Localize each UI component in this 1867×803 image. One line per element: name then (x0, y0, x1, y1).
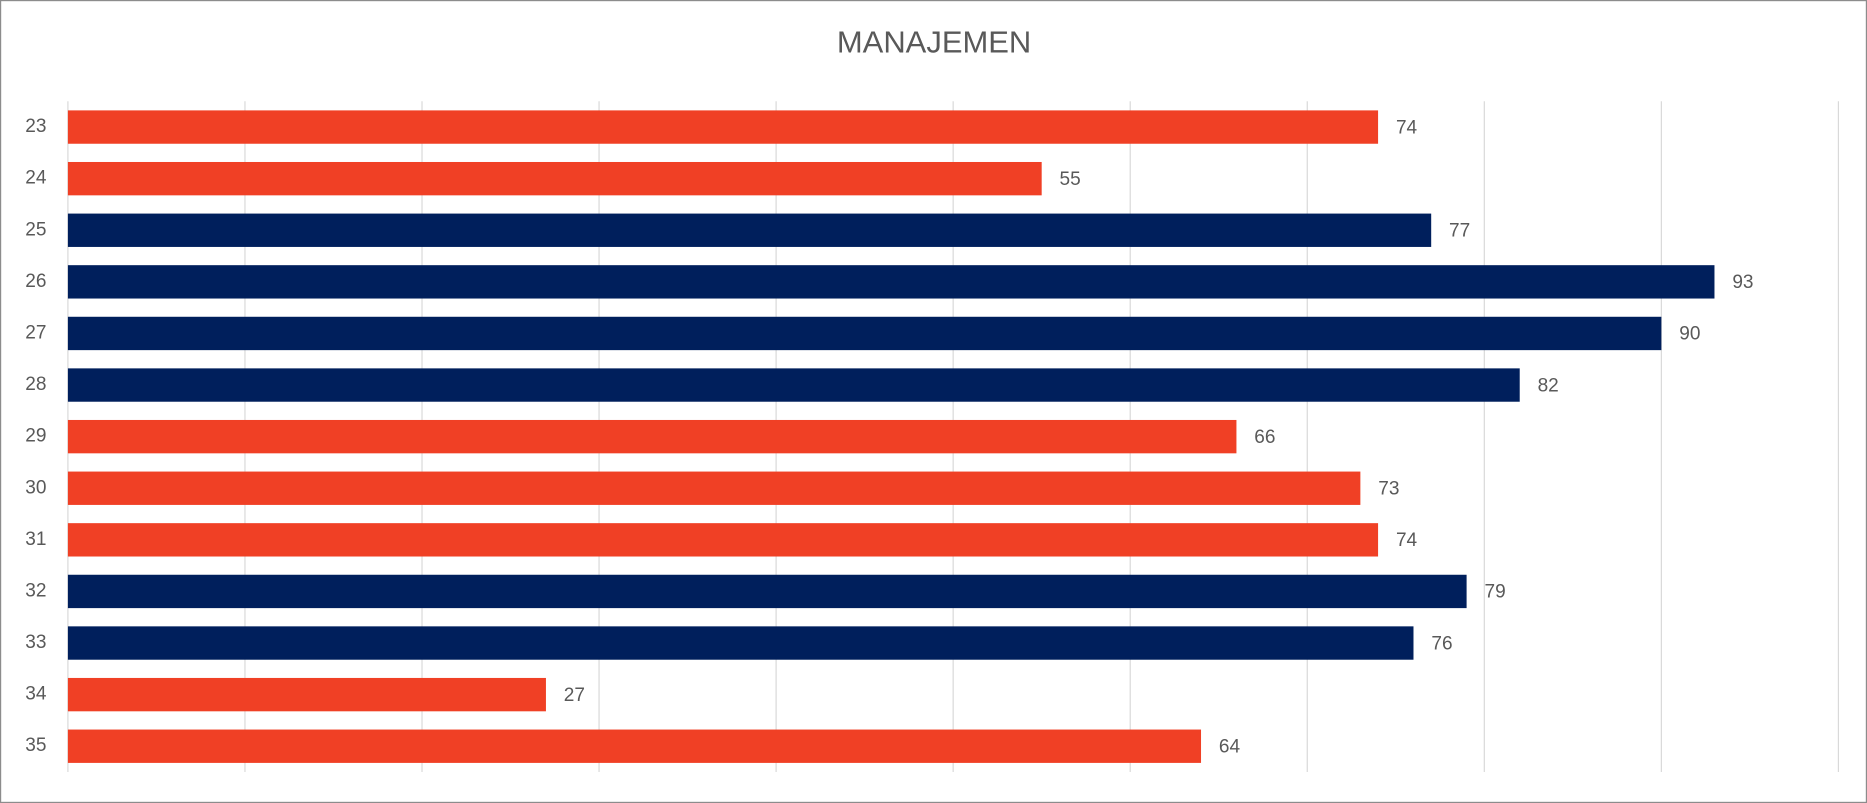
bar (67, 368, 1520, 402)
bar (67, 419, 1237, 454)
bar (67, 265, 1715, 299)
data-label: 79 (1484, 582, 1505, 603)
data-label: 74 (1396, 117, 1418, 138)
bar (67, 574, 1467, 609)
y-tick-label: 29 (25, 426, 46, 447)
data-label: 64 (1219, 736, 1241, 757)
data-label: 73 (1378, 478, 1399, 499)
data-label: 66 (1254, 427, 1275, 448)
bar (67, 316, 1662, 351)
data-label: 74 (1396, 530, 1418, 551)
y-tick-label: 28 (25, 374, 46, 395)
y-tick-label: 34 (25, 684, 47, 705)
data-label: 82 (1538, 375, 1559, 396)
bar (67, 471, 1361, 505)
bar (67, 523, 1379, 557)
chart-title: MANAJEMEN (837, 24, 1031, 59)
data-label: 76 (1431, 633, 1452, 654)
y-tick-label: 35 (25, 735, 46, 756)
data-label: 27 (564, 685, 585, 706)
y-tick-label: 23 (25, 116, 46, 137)
y-tick-label: 33 (25, 632, 46, 653)
y-tick-label: 32 (25, 580, 46, 601)
y-tick-label: 30 (25, 477, 46, 498)
y-tick-label: 24 (25, 168, 47, 189)
data-label: 77 (1449, 220, 1470, 241)
bar (67, 110, 1379, 144)
y-tick-label: 31 (25, 529, 46, 550)
data-label: 55 (1060, 169, 1081, 190)
data-label: 93 (1732, 272, 1753, 293)
bar (67, 161, 1042, 196)
y-tick-label: 26 (25, 271, 46, 292)
y-tick-label: 27 (25, 322, 46, 343)
bar (67, 677, 546, 712)
data-label: 90 (1679, 324, 1700, 345)
bar (67, 626, 1414, 660)
y-tick-label: 25 (25, 219, 46, 240)
bar (67, 729, 1202, 763)
bar (67, 213, 1432, 247)
